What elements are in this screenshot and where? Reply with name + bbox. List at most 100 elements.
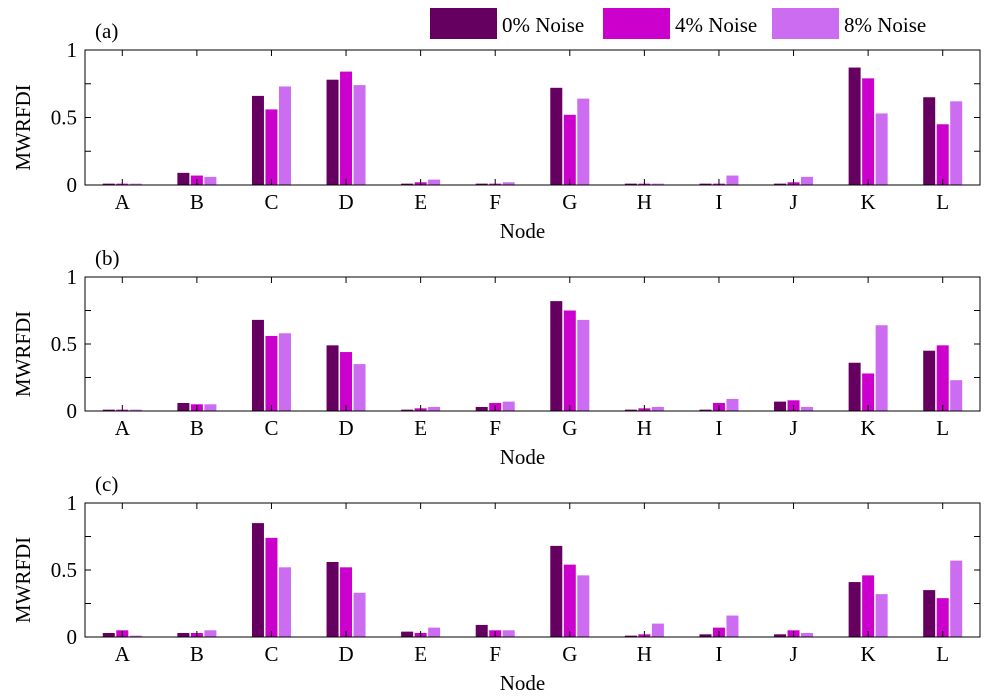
bar-F-s2 [502, 401, 515, 411]
bar-D-s1 [340, 567, 353, 637]
x-tick-label-L: L [936, 190, 949, 214]
bar-E-s2 [428, 627, 441, 637]
bar-G-s0 [550, 301, 563, 411]
x-axis-label: Node [500, 219, 546, 243]
bar-I-s2 [726, 175, 739, 185]
bar-D-s0 [326, 345, 339, 411]
bar-K-s1 [862, 373, 875, 411]
bar-C-s2 [278, 567, 291, 637]
bar-K-s2 [875, 325, 888, 411]
x-tick-label-I: I [715, 642, 722, 666]
bar-L-s0 [923, 590, 936, 637]
y-axis-label: MWRFDI [11, 84, 35, 170]
panel-2: 0 0.5 1 A B C D E F G H I J K L Node MWRFDI (c) [11, 472, 981, 695]
bar-E-s2 [428, 406, 441, 411]
legend-swatch-0 [430, 8, 497, 39]
x-tick-label-G: G [562, 416, 577, 440]
legend-swatch-1 [603, 8, 670, 39]
x-tick-label-H: H [637, 190, 652, 214]
x-tick-label-I: I [715, 416, 722, 440]
x-tick-label-C: C [264, 642, 278, 666]
bar-K-s0 [848, 67, 861, 185]
bar-C-s1 [265, 109, 278, 185]
bar-L-s1 [936, 598, 949, 637]
legend-swatch-2 [772, 8, 839, 39]
bar-A-s0 [102, 409, 115, 411]
x-tick-label-A: A [115, 190, 131, 214]
legend: 0% Noise 4% Noise 8% Noise [430, 8, 926, 39]
bar-B-s2 [204, 404, 217, 411]
bar-A-s2 [129, 409, 142, 411]
bar-C-s0 [251, 523, 264, 637]
bar-H-s2 [651, 623, 664, 637]
y-axis-label: MWRFDI [11, 311, 35, 397]
bar-L-s2 [950, 101, 963, 185]
x-tick-label-J: J [789, 642, 797, 666]
bar-A-s2 [129, 183, 142, 185]
bar-L-s2 [950, 380, 963, 411]
x-tick-label-B: B [190, 642, 204, 666]
x-tick-label-K: K [861, 642, 876, 666]
bar-D-s0 [326, 561, 339, 637]
bar-G-s0 [550, 545, 563, 637]
bar-G-s1 [563, 310, 576, 411]
bar-I-s0 [699, 183, 712, 185]
x-tick-label-H: H [637, 642, 652, 666]
bar-A-s2 [129, 635, 142, 637]
bar-L-s1 [936, 345, 949, 411]
bar-J-s2 [801, 176, 814, 185]
y-tick-label: 0.5 [51, 558, 77, 582]
bar-J-s2 [801, 632, 814, 637]
bar-L-s0 [923, 350, 936, 411]
bar-E-s0 [401, 183, 414, 185]
bar-H-s0 [624, 409, 637, 411]
bar-F-s0 [475, 183, 488, 185]
bar-B-s2 [204, 630, 217, 637]
x-tick-label-K: K [861, 190, 876, 214]
bar-D-s2 [353, 85, 366, 185]
bar-D-s1 [340, 352, 353, 411]
panel-label: (b) [95, 246, 120, 270]
bar-E-s0 [401, 631, 414, 637]
y-tick-label: 0 [67, 173, 78, 197]
x-tick-label-D: D [338, 190, 353, 214]
bar-L-s1 [936, 124, 949, 185]
x-tick-label-H: H [637, 416, 652, 440]
bar-A-s0 [102, 183, 115, 185]
x-tick-label-E: E [414, 416, 427, 440]
bar-I-s2 [726, 615, 739, 637]
bar-F-s0 [475, 624, 488, 637]
bar-H-s0 [624, 183, 637, 185]
bar-B-s0 [177, 172, 190, 185]
bar-D-s0 [326, 79, 339, 185]
bar-D-s2 [353, 592, 366, 637]
bar-B-s0 [177, 632, 190, 637]
x-tick-label-K: K [861, 416, 876, 440]
bar-C-s0 [251, 319, 264, 411]
bar-G-s1 [563, 114, 576, 185]
x-tick-label-J: J [789, 190, 797, 214]
bar-K-s2 [875, 113, 888, 185]
bar-K-s1 [862, 575, 875, 637]
bar-C-s1 [265, 537, 278, 637]
x-tick-label-L: L [936, 416, 949, 440]
bar-G-s2 [577, 575, 590, 637]
bar-D-s2 [353, 364, 366, 411]
bar-C-s0 [251, 95, 264, 185]
x-tick-label-J: J [789, 416, 797, 440]
y-tick-label: 0 [67, 399, 78, 423]
y-tick-label: 0.5 [51, 106, 77, 130]
x-tick-label-B: B [190, 190, 204, 214]
bar-I-s0 [699, 409, 712, 411]
bar-H-s2 [651, 406, 664, 411]
bar-G-s2 [577, 319, 590, 411]
plot-frame [84, 49, 981, 186]
bar-J-s0 [774, 183, 787, 185]
panel-0: 0 0.5 1 A B C D E F G H I J K L Node MWRFDI (a) [11, 19, 981, 243]
x-tick-label-I: I [715, 190, 722, 214]
bar-I-s2 [726, 398, 739, 411]
bar-C-s1 [265, 335, 278, 411]
panel-1: 0 0.5 1 A B C D E F G H I J K L Node MWRFDI (b) [11, 246, 981, 469]
plot-frame [84, 276, 981, 412]
y-tick-label: 0.5 [51, 332, 77, 356]
